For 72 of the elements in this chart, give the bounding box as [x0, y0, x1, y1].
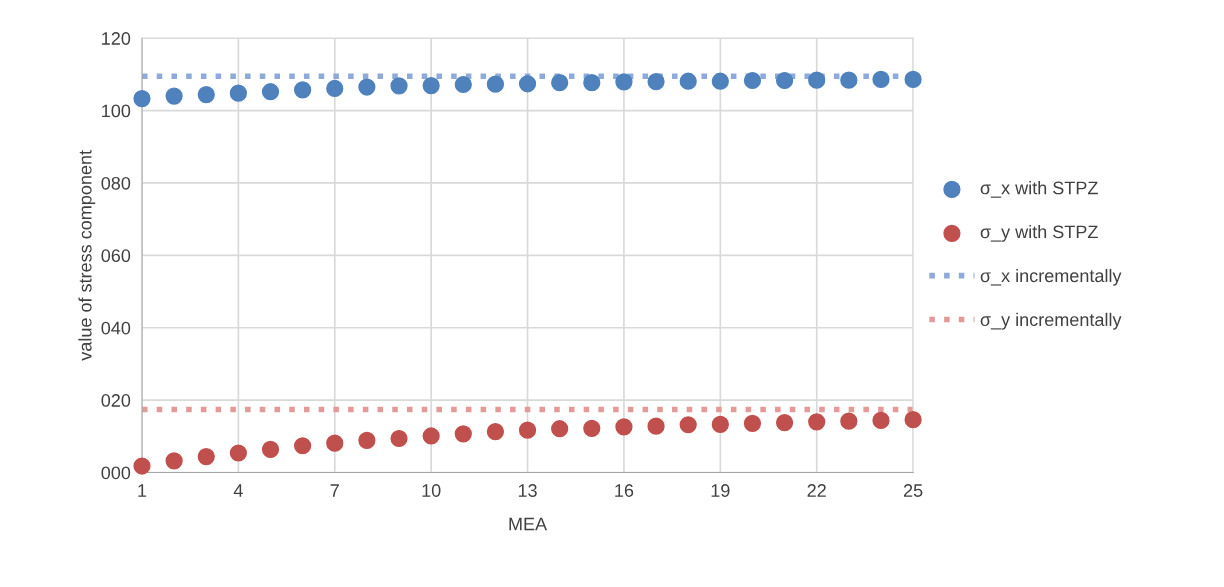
point: [422, 76, 440, 95]
point: [261, 83, 280, 101]
y-tick-label: 100: [102, 104, 131, 118]
point: [872, 411, 890, 430]
point: [551, 74, 569, 92]
legend-label: σ_y incrementally: [980, 312, 1122, 330]
point: [486, 75, 505, 93]
point: [775, 413, 794, 432]
x-tick-label: 25: [903, 484, 923, 497]
y-tick-label: 000: [101, 466, 131, 480]
point: [711, 415, 729, 434]
point: [647, 72, 665, 91]
point: [583, 74, 601, 92]
point: [679, 72, 697, 90]
point: [422, 427, 440, 445]
point: [165, 87, 183, 105]
point: [454, 425, 472, 443]
point: [390, 429, 408, 448]
point: [133, 457, 151, 475]
point: [840, 71, 858, 89]
x-tick-label: 7: [330, 484, 339, 497]
x-tick-label: 10: [422, 484, 441, 497]
point: [808, 413, 826, 431]
point: [551, 420, 569, 438]
point: [197, 86, 215, 104]
point: [486, 423, 505, 441]
point: [518, 421, 537, 439]
point: [743, 414, 762, 432]
y-tick-label: 020: [101, 394, 131, 407]
x-tick-label: 22: [807, 484, 826, 497]
point: [165, 452, 183, 470]
point: [229, 444, 247, 462]
legend-label: σ_x with STPZ: [980, 181, 1098, 198]
point: [358, 431, 376, 449]
point: [390, 77, 408, 95]
point: [454, 75, 472, 94]
legend-label: σ_x incrementally: [980, 268, 1122, 286]
y-tick-label: 120: [102, 32, 131, 45]
point: [229, 84, 247, 102]
legend-label: σ_y with STPZ: [980, 224, 1098, 242]
x-tick-label: 13: [518, 484, 537, 497]
point: [197, 447, 215, 466]
point: [583, 419, 601, 437]
point: [261, 440, 280, 458]
point: [904, 411, 922, 429]
point: [808, 71, 826, 89]
point: [133, 89, 151, 108]
y-tick-label: 080: [101, 176, 131, 190]
point: [294, 81, 312, 99]
point: [872, 70, 890, 89]
x-tick-label: 19: [711, 484, 730, 497]
point: [326, 434, 344, 452]
x-axis-title: MEA: [509, 517, 548, 531]
x-tick-label: 16: [615, 484, 634, 497]
point: [679, 416, 697, 434]
point: [775, 71, 794, 90]
point: [518, 75, 537, 93]
point: [647, 417, 665, 435]
point: [743, 71, 762, 90]
point: [358, 78, 376, 96]
point: [904, 70, 922, 89]
point: [294, 437, 312, 455]
y-tick-label: 040: [101, 321, 131, 335]
point: [326, 79, 344, 98]
point: [615, 73, 633, 91]
point: [840, 412, 858, 430]
x-tick-label: 4: [233, 484, 243, 497]
point: [615, 418, 633, 436]
point: [711, 72, 729, 90]
y-tick-label: 060: [101, 249, 131, 263]
y-axis-title: value of stress component: [78, 150, 96, 361]
x-tick-label: 1: [138, 484, 147, 497]
